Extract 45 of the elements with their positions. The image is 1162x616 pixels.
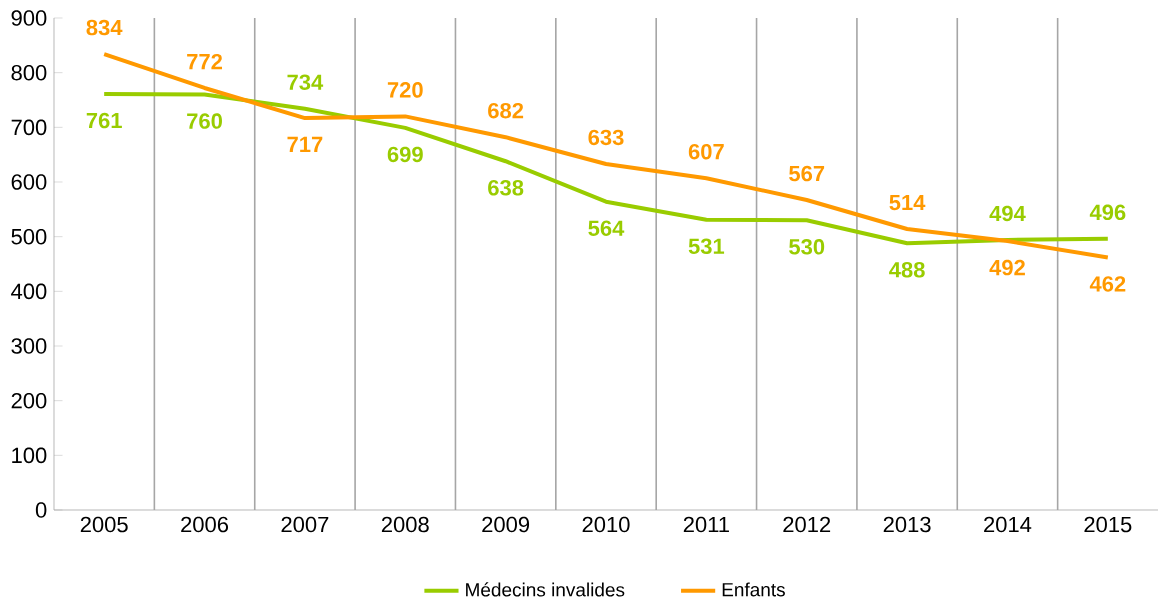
y-tick-label: 800 (11, 64, 47, 81)
x-tick-label: 2007 (281, 516, 329, 533)
y-tick-label: 400 (11, 283, 47, 300)
data-label: 772 (187, 53, 223, 70)
legend-label: Enfants (722, 582, 785, 597)
x-tick-label: 2009 (482, 516, 530, 533)
y-tick-label: 600 (11, 174, 47, 190)
y-tick-label: 0 (35, 502, 47, 518)
y-tick-label: 200 (11, 392, 47, 409)
x-tick-label: 2011 (683, 516, 729, 533)
legend-label: Médecins invalides (466, 582, 625, 597)
data-label: 682 (488, 102, 524, 119)
data-label: 492 (989, 259, 1025, 276)
data-label: 488 (889, 261, 925, 278)
data-label: 699 (387, 146, 423, 163)
data-label: 462 (1089, 276, 1126, 292)
x-tick-label: 2008 (381, 516, 429, 533)
data-label: 607 (688, 143, 724, 160)
y-tick-label: 300 (11, 338, 47, 354)
x-tick-label: 2013 (883, 516, 931, 533)
data-label: 514 (889, 194, 926, 211)
data-label: 761 (86, 112, 122, 129)
y-tick-label: 900 (11, 10, 47, 26)
x-tick-label: 2014 (984, 516, 1032, 533)
x-tick-label: 2015 (1084, 516, 1132, 533)
data-label: 633 (588, 129, 624, 146)
data-label: 834 (86, 19, 123, 36)
y-tick-label: 500 (11, 228, 47, 245)
y-tick-label: 100 (12, 447, 47, 464)
data-label: 564 (588, 220, 625, 236)
data-label: 531 (688, 238, 725, 255)
data-label: 567 (789, 165, 825, 182)
data-label: 530 (789, 239, 825, 255)
data-label: 638 (488, 179, 524, 196)
x-tick-label: 2010 (582, 516, 630, 533)
x-tick-label: 2005 (80, 516, 128, 533)
data-label: 760 (187, 113, 222, 129)
y-tick-label: 700 (11, 119, 47, 136)
x-tick-label: 2006 (181, 516, 229, 533)
data-label: 734 (287, 74, 324, 91)
x-tick-label: 2012 (783, 516, 831, 533)
data-label: 496 (1089, 204, 1126, 221)
data-label: 717 (287, 136, 323, 152)
data-label: 494 (989, 205, 1026, 222)
data-label: 720 (387, 82, 423, 98)
